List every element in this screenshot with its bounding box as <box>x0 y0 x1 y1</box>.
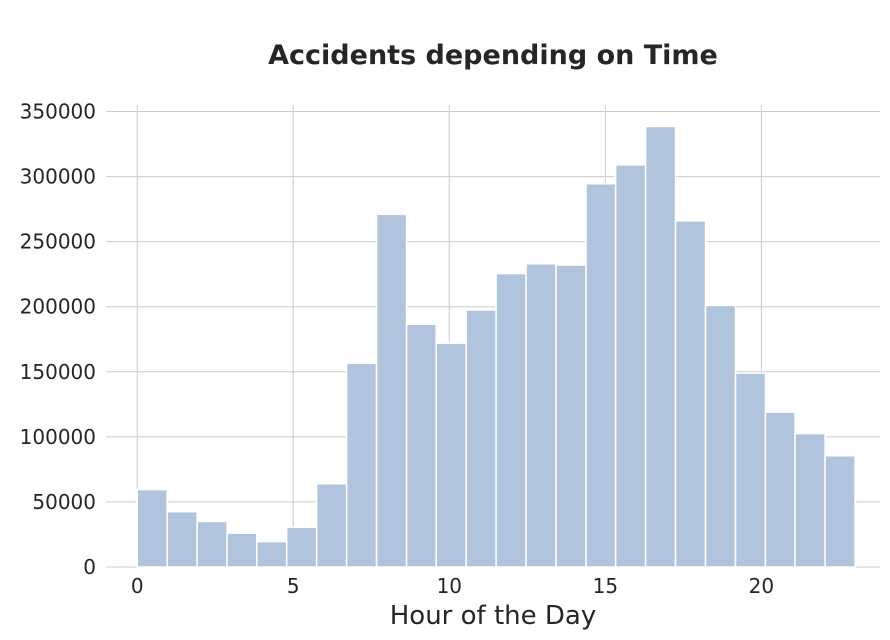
histogram-bar <box>465 309 497 568</box>
histogram-bar <box>525 263 557 568</box>
histogram-bars <box>136 125 856 568</box>
y-tick-label: 350000 <box>20 100 96 124</box>
histogram-bar <box>794 432 826 568</box>
histogram-bar <box>704 304 737 568</box>
histogram-bar <box>315 482 348 568</box>
y-tick-label: 250000 <box>20 230 96 254</box>
histogram-bar <box>375 213 408 568</box>
histogram-bar <box>435 342 467 568</box>
y-tick-label: 0 <box>83 555 96 579</box>
x-tick-label: 10 <box>437 574 462 598</box>
histogram-bar <box>285 526 318 568</box>
x-tick-label: 5 <box>287 574 300 598</box>
x-axis-label: Hour of the Day <box>390 601 597 631</box>
y-tick-label: 150000 <box>20 360 96 384</box>
x-tick-label: 0 <box>131 574 144 598</box>
y-tick-label: 50000 <box>32 490 96 514</box>
histogram-bar <box>166 510 198 568</box>
histogram-bar <box>196 520 228 568</box>
histogram-bar <box>585 182 617 568</box>
histogram-bar <box>345 362 378 568</box>
x-axis-ticks: 0 5 10 15 20 <box>131 574 774 598</box>
x-tick-label: 20 <box>749 574 774 598</box>
y-tick-label: 300000 <box>20 165 96 189</box>
x-tick-label: 15 <box>593 574 618 598</box>
chart-title: Accidents depending on Time <box>268 40 718 71</box>
histogram-bar <box>734 372 767 568</box>
y-tick-label: 200000 <box>20 295 96 319</box>
histogram-bar <box>495 272 527 568</box>
histogram-bar <box>226 532 258 568</box>
histogram-bar <box>764 411 796 568</box>
histogram-bar <box>824 454 856 568</box>
histogram-bar <box>255 540 288 568</box>
histogram-bar <box>555 264 587 568</box>
histogram-bar <box>644 125 677 568</box>
histogram-bar <box>136 488 168 568</box>
histogram-bar <box>674 220 707 568</box>
y-axis-ticks: 0 50000 100000 150000 200000 250000 300000 3500… <box>20 100 96 579</box>
histogram-bar <box>405 323 437 568</box>
histogram-bar <box>614 164 647 568</box>
y-tick-label: 100000 <box>20 425 96 449</box>
